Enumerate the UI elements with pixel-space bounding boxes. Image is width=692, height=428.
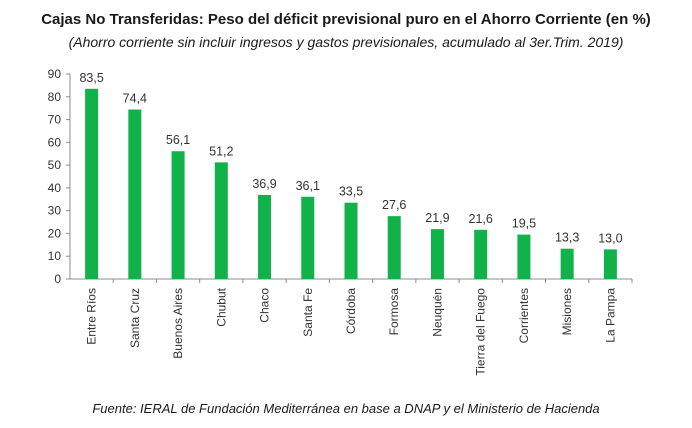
bar-value-label: 74,4 — [123, 92, 147, 106]
bar-value-label: 13,3 — [555, 231, 579, 245]
y-tick-label: 30 — [48, 204, 62, 218]
bar — [171, 151, 185, 279]
chart-title: Cajas No Transferidas: Peso del déficit … — [41, 11, 651, 28]
bar — [430, 229, 444, 279]
x-category-label: Tierra del Fuego — [474, 288, 488, 376]
bar — [474, 229, 488, 279]
bar-value-label: 36,1 — [296, 179, 320, 193]
bar-value-label: 21,6 — [469, 212, 493, 226]
bar — [517, 234, 531, 279]
bar-value-label: 56,1 — [166, 133, 190, 147]
bar-value-label: 36,9 — [252, 177, 276, 191]
bar — [85, 88, 99, 279]
y-tick-label: 60 — [48, 135, 62, 149]
bar-chart: 0 10 20 30 40 50 60 70 80 90 83,5 Entre Ríos 74,4 San… — [48, 67, 633, 376]
x-category-label: Chaco — [258, 288, 272, 323]
x-category-label: Misiones — [560, 288, 574, 335]
x-category-label: Santa Cruz — [128, 288, 142, 348]
bar-value-label: 33,5 — [339, 185, 363, 199]
bar-value-label: 83,5 — [79, 71, 103, 85]
bar — [214, 162, 228, 279]
y-tick-label: 80 — [48, 90, 62, 104]
bar-value-label: 21,9 — [425, 211, 449, 225]
bar — [301, 196, 315, 279]
y-tick-label: 70 — [48, 113, 62, 127]
x-category-label: Córdoba — [344, 288, 358, 334]
x-category-label: Formosa — [387, 288, 401, 336]
bar — [128, 109, 142, 280]
x-category-label: Chubut — [214, 287, 228, 326]
bar-value-label: 27,6 — [382, 198, 406, 212]
source-note: Fuente: IERAL de Fundación Mediterránea … — [92, 401, 600, 416]
x-category-label: Buenos Aires — [171, 288, 185, 359]
y-tick-label: 40 — [48, 181, 62, 195]
x-category-label: Santa Fe — [301, 288, 315, 337]
y-tick-label: 90 — [48, 67, 62, 81]
bar-value-label: 13,0 — [598, 231, 622, 245]
x-category-label: Corrientes — [517, 288, 531, 343]
bar — [603, 249, 617, 279]
bar — [344, 202, 358, 279]
x-category-label: Neuquén — [430, 288, 444, 337]
y-tick-label: 20 — [48, 226, 62, 240]
bar — [387, 216, 401, 279]
x-category-label: La Pampa — [603, 288, 617, 343]
bar-value-label: 19,5 — [512, 217, 536, 231]
bar — [258, 194, 272, 279]
bar-value-label: 51,2 — [209, 144, 233, 158]
x-category-label: Entre Ríos — [85, 288, 99, 345]
y-tick-label: 0 — [54, 272, 61, 286]
y-tick-label: 10 — [48, 249, 62, 263]
y-tick-label: 50 — [48, 158, 62, 172]
bar — [560, 248, 574, 279]
chart-subtitle: (Ahorro corriente sin incluir ingresos y… — [68, 34, 624, 50]
